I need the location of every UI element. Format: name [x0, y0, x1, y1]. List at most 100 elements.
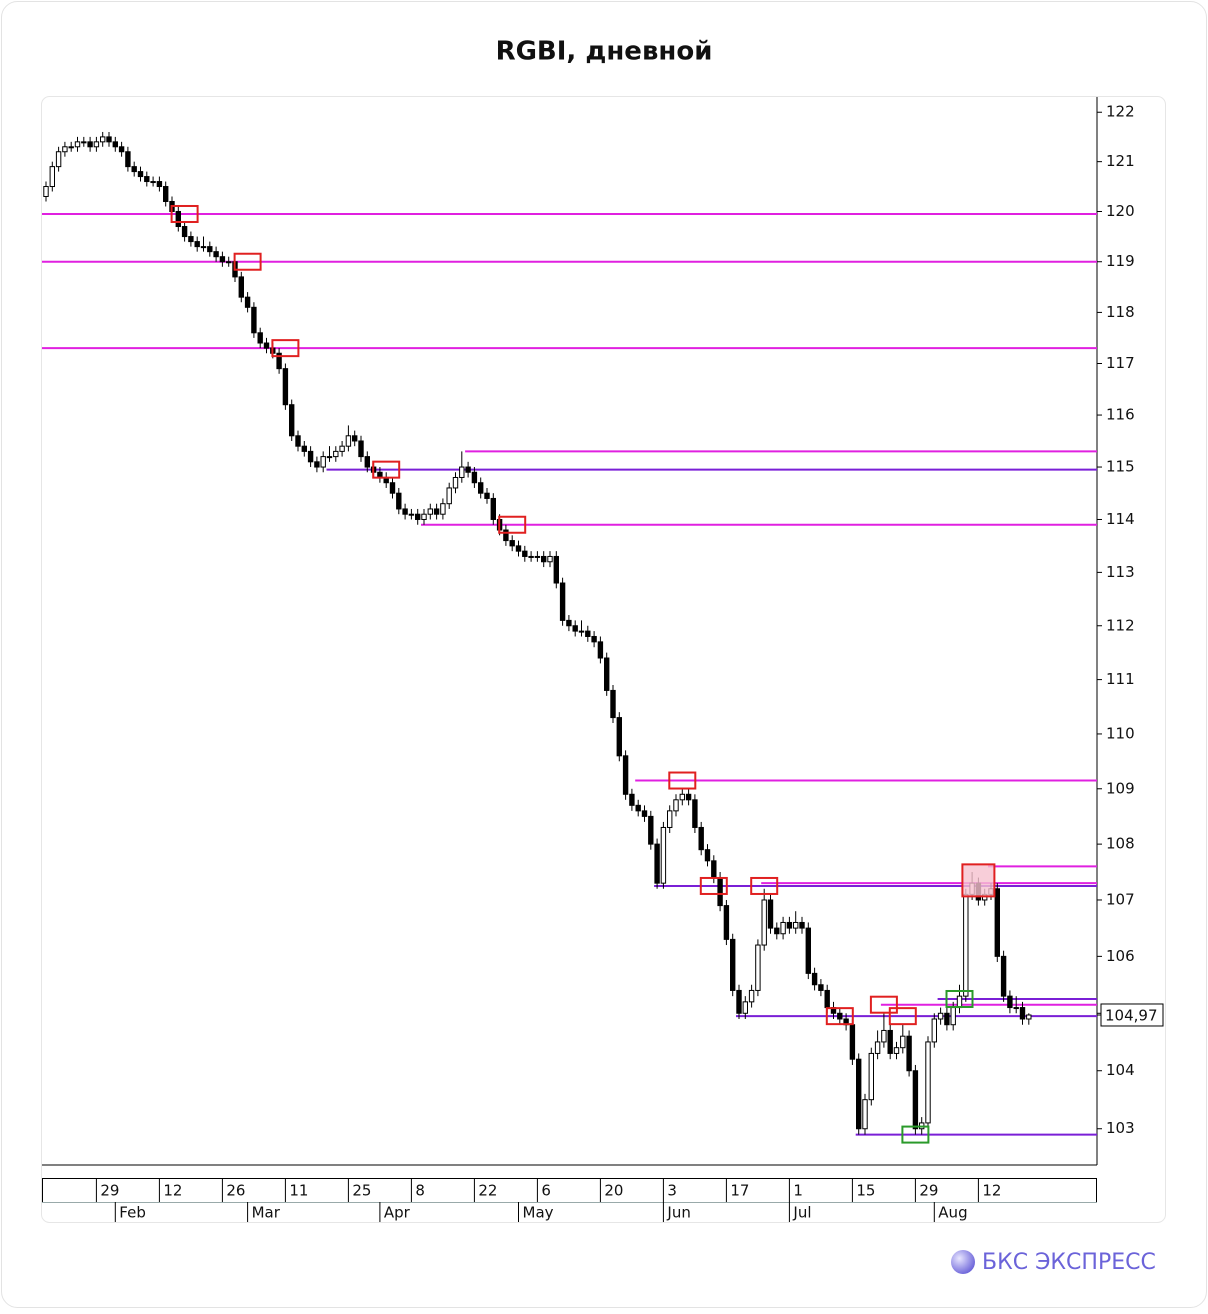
candle-body [433, 508, 440, 515]
candle-body [616, 717, 622, 757]
x-tick-label: 3 [667, 1182, 677, 1200]
candle-body [881, 1029, 887, 1043]
candle-body [427, 508, 434, 515]
candle-body [818, 984, 824, 991]
month-label: May [523, 1204, 554, 1222]
y-tick-label: 118 [1106, 303, 1135, 321]
candle-body [956, 995, 963, 1009]
candle-body [862, 1099, 868, 1130]
y-tick-label: 109 [1106, 779, 1135, 797]
candle-body [994, 888, 1000, 957]
candle-body [868, 1052, 874, 1101]
candle-body [200, 246, 207, 249]
candle-body [251, 306, 257, 334]
candle-body [87, 141, 93, 148]
x-tick-label: 11 [289, 1182, 308, 1200]
candle-body [874, 1041, 881, 1054]
candle-body [415, 513, 421, 520]
signal-box [961, 863, 996, 898]
candle-body [74, 141, 81, 148]
signal-box [699, 876, 728, 895]
candle-body [944, 1012, 950, 1026]
x-tick-label: 25 [352, 1182, 371, 1200]
brand: БКС ЭКСПРЕСС [982, 1250, 1156, 1275]
candle-body [578, 630, 585, 633]
x-tick-label: 17 [730, 1182, 749, 1200]
candle-body [673, 799, 679, 812]
candle-body [767, 899, 774, 929]
signal-box [271, 339, 300, 358]
candle-body [81, 141, 87, 144]
y-tick-label: 117 [1106, 354, 1135, 372]
candle-body [648, 815, 654, 845]
last-price-box [1100, 1003, 1164, 1027]
candle-body [1013, 1007, 1019, 1010]
candle-body [541, 555, 547, 563]
candle-body [295, 435, 301, 447]
candle-body [263, 342, 270, 349]
y-tick-label: 107 [1106, 890, 1135, 908]
candle-body [748, 989, 755, 1003]
signal-box [945, 989, 974, 1008]
month-label: Jul [792, 1204, 811, 1222]
candle-body [635, 804, 641, 812]
candle-body [604, 657, 610, 691]
candle-body [408, 513, 415, 516]
month-label: Feb [119, 1204, 146, 1222]
y-tick-label: 121 [1106, 152, 1135, 170]
logo: БКС ЭКСПРЕСС [951, 1250, 1156, 1275]
candle-body [339, 445, 345, 452]
month-label: Apr [384, 1204, 411, 1222]
candle-body [131, 166, 137, 173]
candle-body [421, 513, 427, 520]
candle-body [887, 1029, 893, 1054]
candle-body [717, 877, 723, 907]
candle-body [711, 860, 717, 879]
candle-body [156, 181, 163, 188]
candle-body [685, 793, 692, 801]
month-label: Mar [252, 1204, 281, 1222]
candle-body [440, 503, 446, 515]
signal-box [750, 876, 779, 895]
candle-body [484, 492, 490, 499]
candle-body [931, 1018, 937, 1043]
candle-body [793, 921, 799, 929]
candle-body [515, 545, 522, 552]
signal-box [668, 771, 697, 790]
x-tick-label: 22 [478, 1182, 497, 1200]
candle-body [207, 246, 213, 253]
y-tick-label: 122 [1106, 103, 1135, 121]
x-tick-label: 20 [604, 1182, 623, 1200]
candle-body [912, 1070, 919, 1130]
candle-body [194, 241, 200, 248]
signal-box [888, 1007, 917, 1026]
candle-body [163, 186, 169, 202]
candle-body [667, 810, 673, 828]
candle-body [150, 181, 156, 184]
candle-body [774, 927, 780, 935]
candle-body [824, 989, 830, 1009]
candle-body [175, 210, 182, 228]
candle-body [522, 550, 528, 557]
candle-body [597, 641, 604, 659]
plot-card [41, 96, 1166, 1223]
candle-body [780, 921, 786, 935]
y-tick-label: 106 [1106, 947, 1135, 965]
x-tick-label: 15 [856, 1182, 875, 1200]
logo-icon [951, 1250, 975, 1274]
candle-body [528, 555, 534, 558]
candle-body [837, 1012, 843, 1020]
candle-body [282, 368, 289, 406]
candle-body [226, 261, 232, 264]
candle-body [289, 404, 295, 437]
candle-body [118, 146, 125, 153]
candle-body [856, 1058, 862, 1130]
signal-box [170, 204, 199, 223]
month-label: Jun [666, 1204, 690, 1222]
candle-body [213, 251, 219, 258]
candle-body [62, 146, 68, 153]
signal-box [825, 1007, 854, 1026]
y-tick-label: 111 [1106, 670, 1135, 688]
candle-body [137, 171, 144, 178]
